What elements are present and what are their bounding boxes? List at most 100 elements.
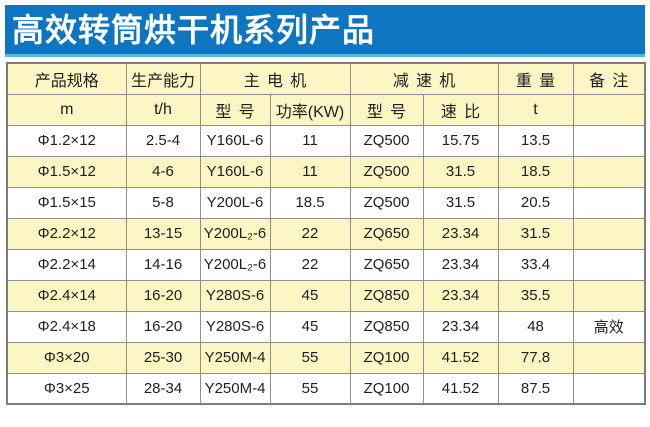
cell-speed-ratio: 23.34 [422,217,499,250]
cell-remark [572,372,646,405]
cell-speed-ratio: 31.5 [422,186,499,219]
table-row: Φ3×25 28-34 Y250M-4 55 ZQ100 41.52 87.5 [6,372,646,405]
cell-motor-model: Y200L₂-6 [199,217,271,250]
cell-spec: Φ2.4×18 [6,310,127,343]
table-row: Φ1.2×12 2.5-4 Y160L-6 11 ZQ500 15.75 13.… [6,124,646,157]
table-row: Φ2.2×14 14-16 Y200L₂-6 22 ZQ650 23.34 33… [6,248,646,281]
cell-capacity: 4-6 [125,155,201,188]
cell-spec: Φ3×25 [6,372,127,405]
cell-speed-ratio: 41.52 [422,341,499,374]
cell-spec: Φ3×20 [6,341,127,374]
cell-remark [572,341,646,374]
cell-reducer-model: ZQ500 [349,155,424,188]
cell-weight: 31.5 [497,217,574,250]
table-row: Φ2.4×14 16-20 Y280S-6 45 ZQ850 23.34 35.… [6,279,646,312]
cell-capacity: 16-20 [125,279,201,312]
product-table: 产品规格 生产能力 主电机 减速机 重量 备注 m t/h 型号 功率(KW) … [6,62,647,405]
cell-speed-ratio: 15.75 [422,124,499,157]
cell-remark [572,279,646,312]
col-header-motor: 主电机 [199,62,351,95]
cell-motor-power: 55 [269,372,351,405]
col-header-capacity: 生产能力 [125,62,201,95]
title-bar: 高效转筒烘干机系列产品 [5,5,645,57]
col-header-unit-th: t/h [125,93,201,126]
cell-speed-ratio: 23.34 [422,248,499,281]
table-header: 产品规格 生产能力 主电机 减速机 重量 备注 m t/h 型号 功率(KW) … [6,62,646,126]
cell-motor-power: 22 [269,217,351,250]
col-header-weight: 重量 [497,62,574,95]
col-header-reducer-model: 型号 [349,93,424,126]
cell-weight: 18.5 [497,155,574,188]
col-header-spec: 产品规格 [6,62,127,95]
cell-spec: Φ1.5×15 [6,186,127,219]
col-header-motor-model: 型号 [199,93,271,126]
cell-motor-power: 45 [269,279,351,312]
cell-weight: 87.5 [497,372,574,405]
table-row: Φ1.5×15 5-8 Y200L-6 18.5 ZQ500 31.5 20.5 [6,186,646,219]
cell-motor-model: Y250M-4 [199,372,271,405]
cell-weight: 48 [497,310,574,343]
header-row-units: m t/h 型号 功率(KW) 型号 速比 t [6,93,646,126]
cell-capacity: 28-34 [125,372,201,405]
cell-capacity: 14-16 [125,248,201,281]
cell-motor-power: 18.5 [269,186,351,219]
cell-spec: Φ2.2×14 [6,248,127,281]
cell-motor-model: Y200L-6 [199,186,271,219]
col-header-remark-empty [572,93,646,126]
cell-weight: 35.5 [497,279,574,312]
cell-spec: Φ1.5×12 [6,155,127,188]
cell-remark [572,217,646,250]
table-row: Φ3×20 25-30 Y250M-4 55 ZQ100 41.52 77.8 [6,341,646,374]
cell-speed-ratio: 23.34 [422,279,499,312]
cell-reducer-model: ZQ500 [349,124,424,157]
cell-motor-power: 11 [269,124,351,157]
header-row-groups: 产品规格 生产能力 主电机 减速机 重量 备注 [6,62,646,95]
table-row: Φ2.4×18 16-20 Y280S-6 45 ZQ850 23.34 48 … [6,310,646,343]
cell-spec: Φ2.4×14 [6,279,127,312]
cell-motor-power: 45 [269,310,351,343]
cell-capacity: 16-20 [125,310,201,343]
cell-reducer-model: ZQ850 [349,310,424,343]
cell-remark [572,186,646,219]
col-header-unit-m: m [6,93,127,126]
col-header-speed-ratio: 速比 [422,93,499,126]
cell-reducer-model: ZQ100 [349,372,424,405]
cell-capacity: 25-30 [125,341,201,374]
cell-spec: Φ2.2×12 [6,217,127,250]
cell-reducer-model: ZQ650 [349,248,424,281]
table-row: Φ2.2×12 13-15 Y200L₂-6 22 ZQ650 23.34 31… [6,217,646,250]
product-table-body: Φ1.2×12 2.5-4 Y160L-6 11 ZQ500 15.75 13.… [6,124,646,405]
cell-motor-model: Y250M-4 [199,341,271,374]
col-header-remark: 备注 [572,62,646,95]
cell-speed-ratio: 41.52 [422,372,499,405]
cell-motor-model: Y160L-6 [199,155,271,188]
cell-remark [572,124,646,157]
cell-remark [572,155,646,188]
col-header-reducer: 减速机 [349,62,499,95]
cell-remark [572,248,646,281]
cell-speed-ratio: 31.5 [422,155,499,188]
cell-weight: 20.5 [497,186,574,219]
cell-motor-power: 11 [269,155,351,188]
col-header-unit-t: t [497,93,574,126]
cell-speed-ratio: 23.34 [422,310,499,343]
cell-motor-power: 55 [269,341,351,374]
col-header-motor-power: 功率(KW) [269,93,351,126]
cell-weight: 77.8 [497,341,574,374]
cell-spec: Φ1.2×12 [6,124,127,157]
cell-motor-power: 22 [269,248,351,281]
cell-capacity: 5-8 [125,186,201,219]
cell-reducer-model: ZQ650 [349,217,424,250]
table-row: Φ1.5×12 4-6 Y160L-6 11 ZQ500 31.5 18.5 [6,155,646,188]
cell-motor-model: Y160L-6 [199,124,271,157]
cell-capacity: 13-15 [125,217,201,250]
cell-motor-model: Y280S-6 [199,279,271,312]
cell-reducer-model: ZQ100 [349,341,424,374]
cell-reducer-model: ZQ500 [349,186,424,219]
cell-reducer-model: ZQ850 [349,279,424,312]
cell-motor-model: Y280S-6 [199,310,271,343]
cell-remark: 高效 [572,310,646,343]
cell-weight: 13.5 [497,124,574,157]
cell-weight: 33.4 [497,248,574,281]
cell-motor-model: Y200L₂-6 [199,248,271,281]
